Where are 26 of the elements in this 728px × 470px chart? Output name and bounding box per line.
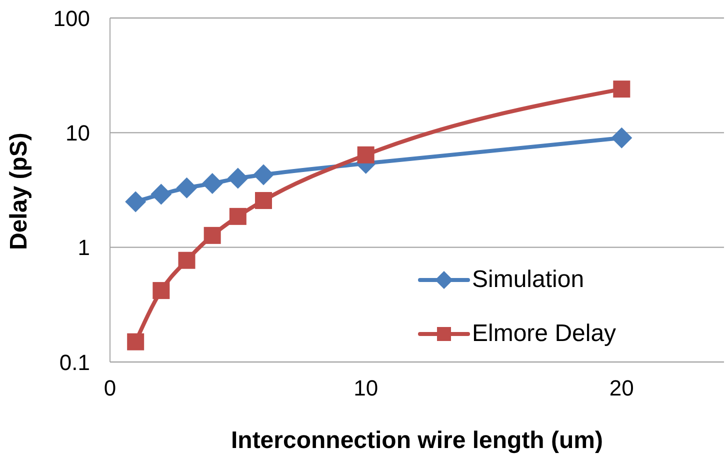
point: [152, 282, 170, 300]
point: [229, 208, 246, 225]
point: [357, 146, 374, 164]
point: [176, 177, 198, 198]
point: [125, 191, 146, 212]
point: [255, 192, 272, 210]
y-axis-title: Delay (pS): [6, 132, 33, 250]
x-tick-label: 10: [354, 376, 378, 401]
point: [204, 226, 221, 244]
point: [613, 80, 630, 98]
point: [178, 252, 196, 269]
x-tick-label: 0: [104, 376, 116, 401]
point: [127, 333, 144, 350]
x-tick-label: 20: [609, 376, 634, 401]
legend-label: Elmore Delay: [472, 320, 616, 348]
y-tick-label: 100: [53, 6, 90, 31]
point: [253, 164, 274, 186]
point: [611, 127, 632, 148]
point: [227, 168, 248, 189]
point: [202, 173, 223, 194]
legend-label: Simulation: [472, 266, 584, 294]
y-tick-label: 1: [78, 235, 90, 260]
y-tick-label: 0.1: [59, 350, 90, 375]
point: [150, 184, 172, 205]
y-tick-label: 10: [66, 120, 90, 146]
x-axis-title: Interconnection wire length (um): [230, 427, 604, 454]
